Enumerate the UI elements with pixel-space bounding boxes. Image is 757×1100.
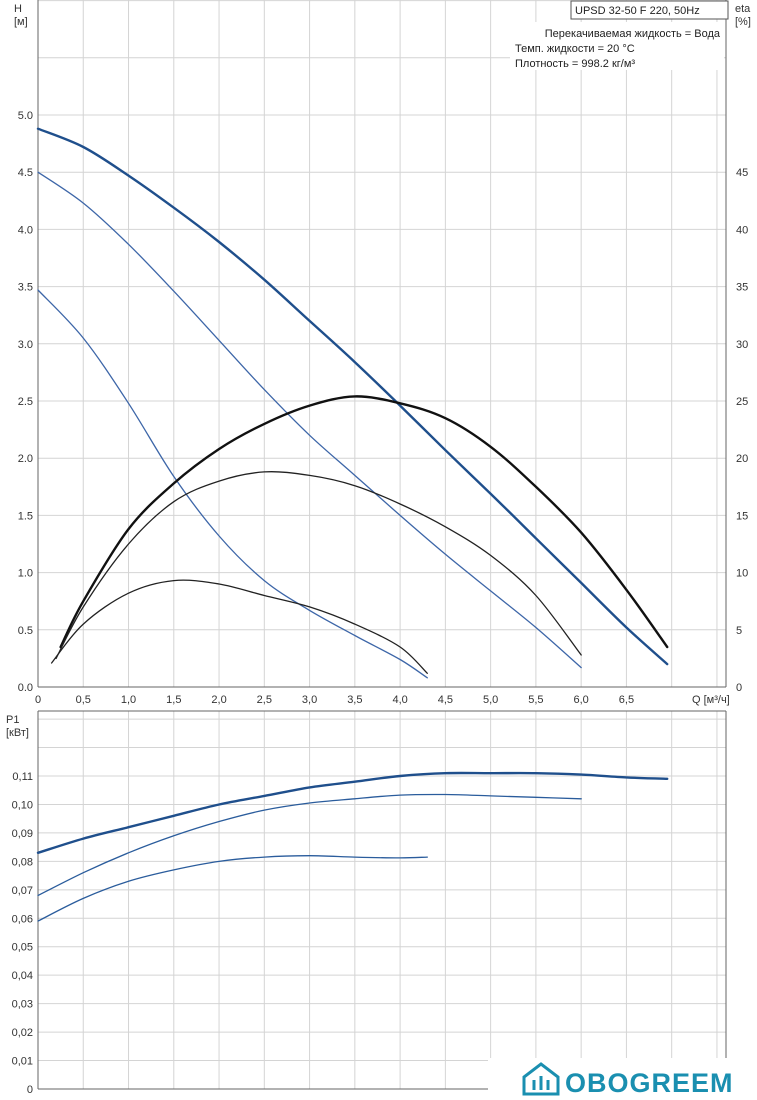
h-tick-label: 5.0	[18, 110, 33, 122]
p1-tick-label: 0,09	[12, 828, 33, 840]
efficiency-curve-4	[55, 471, 582, 660]
h-axis-label: H [м]	[14, 3, 28, 28]
obogreem-logo: OBOGREEM	[488, 1058, 757, 1100]
x-tick-label: 1,0	[121, 694, 136, 706]
bottom-chart-tick-labels: 0 0,01 0,02 0,03 0,04 0,05 0,06 0,07 0,08 0,09 0,1…	[12, 771, 33, 1096]
efficiency-curve-3	[59, 395, 669, 649]
p1-tick-label: 0,10	[12, 799, 33, 811]
p1-tick-label: 0,02	[12, 1027, 33, 1039]
x-tick-label: 6,0	[574, 694, 589, 706]
logo-text: OBOGREEM	[565, 1068, 734, 1098]
x-tick-label: 3,5	[347, 694, 362, 706]
bottom-chart-grid	[37, 710, 727, 1090]
h-tick-label: 2.5	[18, 396, 33, 408]
eta-tick-label: 30	[736, 339, 748, 351]
power-curve-1	[37, 793, 582, 897]
h-tick-label: 4.5	[18, 167, 33, 179]
h-tick-label: 0.0	[18, 682, 33, 694]
house-icon	[522, 1062, 560, 1096]
info-line-density: Плотность = 998.2 кг/м³	[515, 58, 635, 70]
bottom-chart-series	[36, 771, 669, 922]
x-tick-label: 2,0	[211, 694, 226, 706]
eta-tick-label: 0	[736, 682, 742, 694]
info-line-fluid: Перекачиваемая жидкость = Вода	[545, 28, 721, 40]
eta-tick-label: 35	[736, 282, 748, 294]
x-tick-label: 6,5	[619, 694, 634, 706]
h-tick-label: 3.0	[18, 339, 33, 351]
h-tick-label: 1.0	[18, 568, 33, 580]
x-tick-label: 0,5	[76, 694, 91, 706]
x-tick-label: 4,5	[438, 694, 453, 706]
power-curve-0	[36, 771, 669, 854]
h-tick-label: 2.0	[18, 453, 33, 465]
head-curve-2	[37, 289, 428, 679]
h-tick-label: 3.5	[18, 282, 33, 294]
eta-tick-label: 20	[736, 453, 748, 465]
x-tick-label: 5,0	[483, 694, 498, 706]
eta-tick-label: 45	[736, 167, 748, 179]
p1-tick-label: 0,06	[12, 913, 33, 925]
p1-tick-label: 0,08	[12, 856, 33, 868]
model-label: UPSD 32-50 F 220, 50Hz	[575, 5, 700, 17]
top-chart-grid	[37, 0, 727, 688]
info-line-temp: Темп. жидкости = 20 °C	[515, 43, 635, 55]
efficiency-curve-5	[50, 579, 428, 674]
p1-tick-label: 0,11	[12, 771, 33, 783]
h-tick-label: 1.5	[18, 510, 33, 522]
x-tick-label: 3,0	[302, 694, 317, 706]
top-chart-series	[36, 127, 669, 679]
p1-tick-label: 0,03	[12, 999, 33, 1011]
head-curve-1	[37, 171, 582, 669]
model-box	[570, 0, 729, 20]
eta-tick-label: 25	[736, 396, 748, 408]
h-tick-label: 0.5	[18, 625, 33, 637]
p1-tick-label: 0	[27, 1084, 33, 1096]
x-tick-label: 2,5	[257, 694, 272, 706]
p1-tick-label: 0,04	[12, 970, 33, 982]
p1-tick-label: 0,07	[12, 885, 33, 897]
head-curve-0	[36, 127, 669, 666]
x-tick-label: 5,5	[528, 694, 543, 706]
x-tick-label: 1,5	[166, 694, 181, 706]
p1-tick-label: 0,01	[12, 1056, 33, 1068]
p1-tick-label: 0,05	[12, 942, 33, 954]
x-tick-label: 4,0	[392, 694, 407, 706]
power-curve-2	[37, 855, 428, 922]
eta-tick-label: 15	[736, 510, 748, 522]
eta-tick-label: 5	[736, 625, 742, 637]
eta-tick-label: 10	[736, 568, 748, 580]
q-axis-label: Q [м³/ч]	[692, 694, 730, 706]
eta-tick-label: 40	[736, 224, 748, 236]
eta-axis-label: eta [%]	[735, 3, 751, 28]
p1-axis-label: P1 [кВт]	[6, 714, 29, 739]
x-tick-label: 0	[35, 694, 41, 706]
h-tick-label: 4.0	[18, 224, 33, 236]
info-box-bg	[510, 22, 724, 70]
top-chart-tick-labels: 0 0,5 1,0 1,5 2,0 2,5 3,0 3,5 4,0 4,5 5,0 5,5 6,0 6,5…	[18, 110, 749, 706]
